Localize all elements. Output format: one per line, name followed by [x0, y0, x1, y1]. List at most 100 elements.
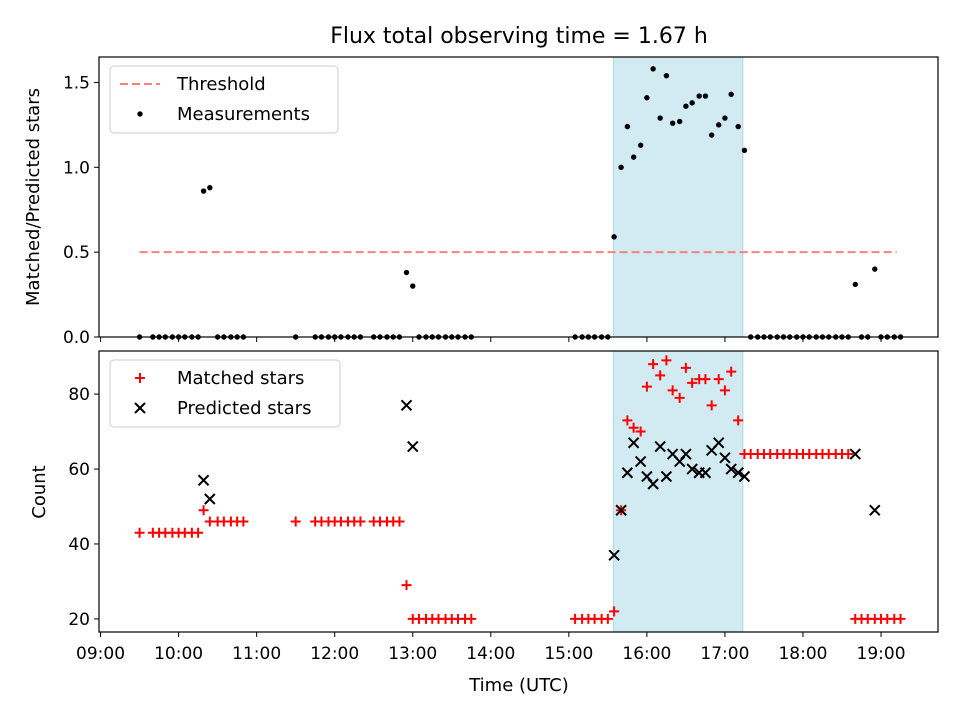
data-point	[630, 154, 637, 160]
legend: Threshold Measurements	[109, 65, 339, 134]
top-panel: 0.0 0.5 1.0 1.5 Threshold Measurements	[63, 56, 939, 348]
data-point	[394, 516, 405, 527]
data-point	[207, 184, 213, 191]
y-tick-label: 80	[68, 385, 90, 405]
data-point	[621, 467, 634, 479]
data-point	[849, 448, 861, 460]
data-point	[627, 437, 640, 449]
data-point	[667, 385, 678, 396]
legend-marker	[135, 373, 145, 383]
data-point	[719, 385, 730, 396]
legend-marker	[137, 111, 143, 117]
data-point	[238, 516, 249, 527]
data-point	[696, 93, 702, 99]
legend-label: Matched stars	[177, 368, 304, 389]
data-point	[719, 452, 731, 464]
data-point	[680, 362, 691, 373]
bottom-panel: 20 40 60 80 09:00 10:00 11:00 12:00 13:00 14:00 15…	[68, 350, 939, 664]
top-y-axis-label: Matched/Predicted stars	[23, 88, 44, 306]
data-point	[618, 164, 624, 171]
data-point	[735, 123, 741, 130]
data-point	[648, 359, 659, 370]
series-predicted-stars	[197, 399, 881, 561]
data-point	[654, 440, 666, 453]
data-point	[355, 516, 366, 527]
data-point	[728, 91, 734, 98]
y-tick-label: 0.5	[63, 243, 90, 263]
data-point	[647, 478, 659, 490]
x-tick-label: 12:00	[310, 644, 359, 664]
y-tick-label: 1.5	[63, 73, 90, 93]
data-point	[609, 606, 620, 617]
data-point	[641, 381, 652, 392]
data-point	[725, 463, 737, 475]
data-point	[732, 467, 744, 479]
data-point	[700, 374, 711, 385]
data-point	[637, 142, 644, 148]
x-tick-label: 18:00	[778, 644, 827, 664]
axes-frame	[98, 350, 939, 633]
data-point	[686, 463, 698, 475]
data-point	[410, 283, 416, 289]
data-point	[674, 392, 685, 403]
legend-label: Predicted stars	[177, 398, 311, 419]
data-point	[634, 455, 647, 468]
data-point	[193, 527, 204, 538]
data-point	[134, 527, 145, 538]
data-point	[706, 400, 717, 411]
x-tick-label: 10:00	[154, 644, 203, 664]
data-point	[401, 580, 412, 591]
data-point	[403, 269, 410, 276]
data-point	[726, 366, 737, 377]
data-point	[602, 613, 613, 624]
data-point	[400, 399, 413, 412]
data-point	[466, 613, 477, 624]
x-axis-label: Time (UTC)	[468, 675, 569, 696]
data-point	[615, 504, 627, 516]
data-point	[661, 355, 672, 366]
data-point	[680, 448, 692, 460]
data-point	[608, 549, 620, 561]
axes-frame	[98, 56, 939, 338]
data-point	[611, 234, 617, 240]
x-tick-label: 15:00	[544, 644, 593, 664]
data-point	[657, 115, 663, 121]
data-point	[722, 115, 728, 121]
legend-label: Measurements	[177, 104, 310, 125]
data-point	[689, 100, 695, 106]
data-point	[869, 504, 881, 516]
data-point	[622, 415, 633, 426]
data-point	[733, 415, 744, 426]
data-point	[738, 470, 751, 483]
series-measurements	[136, 66, 904, 340]
data-point	[650, 66, 656, 72]
data-point	[872, 266, 878, 272]
data-point	[741, 147, 748, 154]
x-tick-label: 11:00	[232, 644, 281, 664]
legend: Matched stars Predicted stars	[109, 359, 341, 428]
y-tick-label: 60	[68, 460, 90, 480]
legend-box	[109, 359, 341, 428]
data-point	[660, 470, 673, 483]
observing-span	[612, 350, 744, 633]
data-point	[715, 122, 722, 128]
y-tick-label: 1.0	[63, 158, 90, 178]
data-point	[628, 422, 639, 433]
data-point	[655, 370, 666, 381]
data-point	[702, 93, 709, 99]
x-tick-label: 09:00	[76, 644, 125, 664]
data-point	[669, 120, 676, 126]
bottom-y-axis-label: Count	[29, 465, 50, 518]
data-point	[683, 103, 689, 109]
data-point	[204, 493, 216, 505]
data-point	[713, 374, 724, 385]
series-matched-stars	[134, 355, 906, 624]
data-point	[197, 474, 210, 486]
data-point	[843, 449, 854, 460]
data-point	[712, 437, 725, 449]
x-tick-label: 17:00	[700, 644, 749, 664]
y-tick-label: 0.0	[63, 328, 90, 348]
data-point	[852, 281, 858, 288]
data-point	[635, 426, 646, 437]
